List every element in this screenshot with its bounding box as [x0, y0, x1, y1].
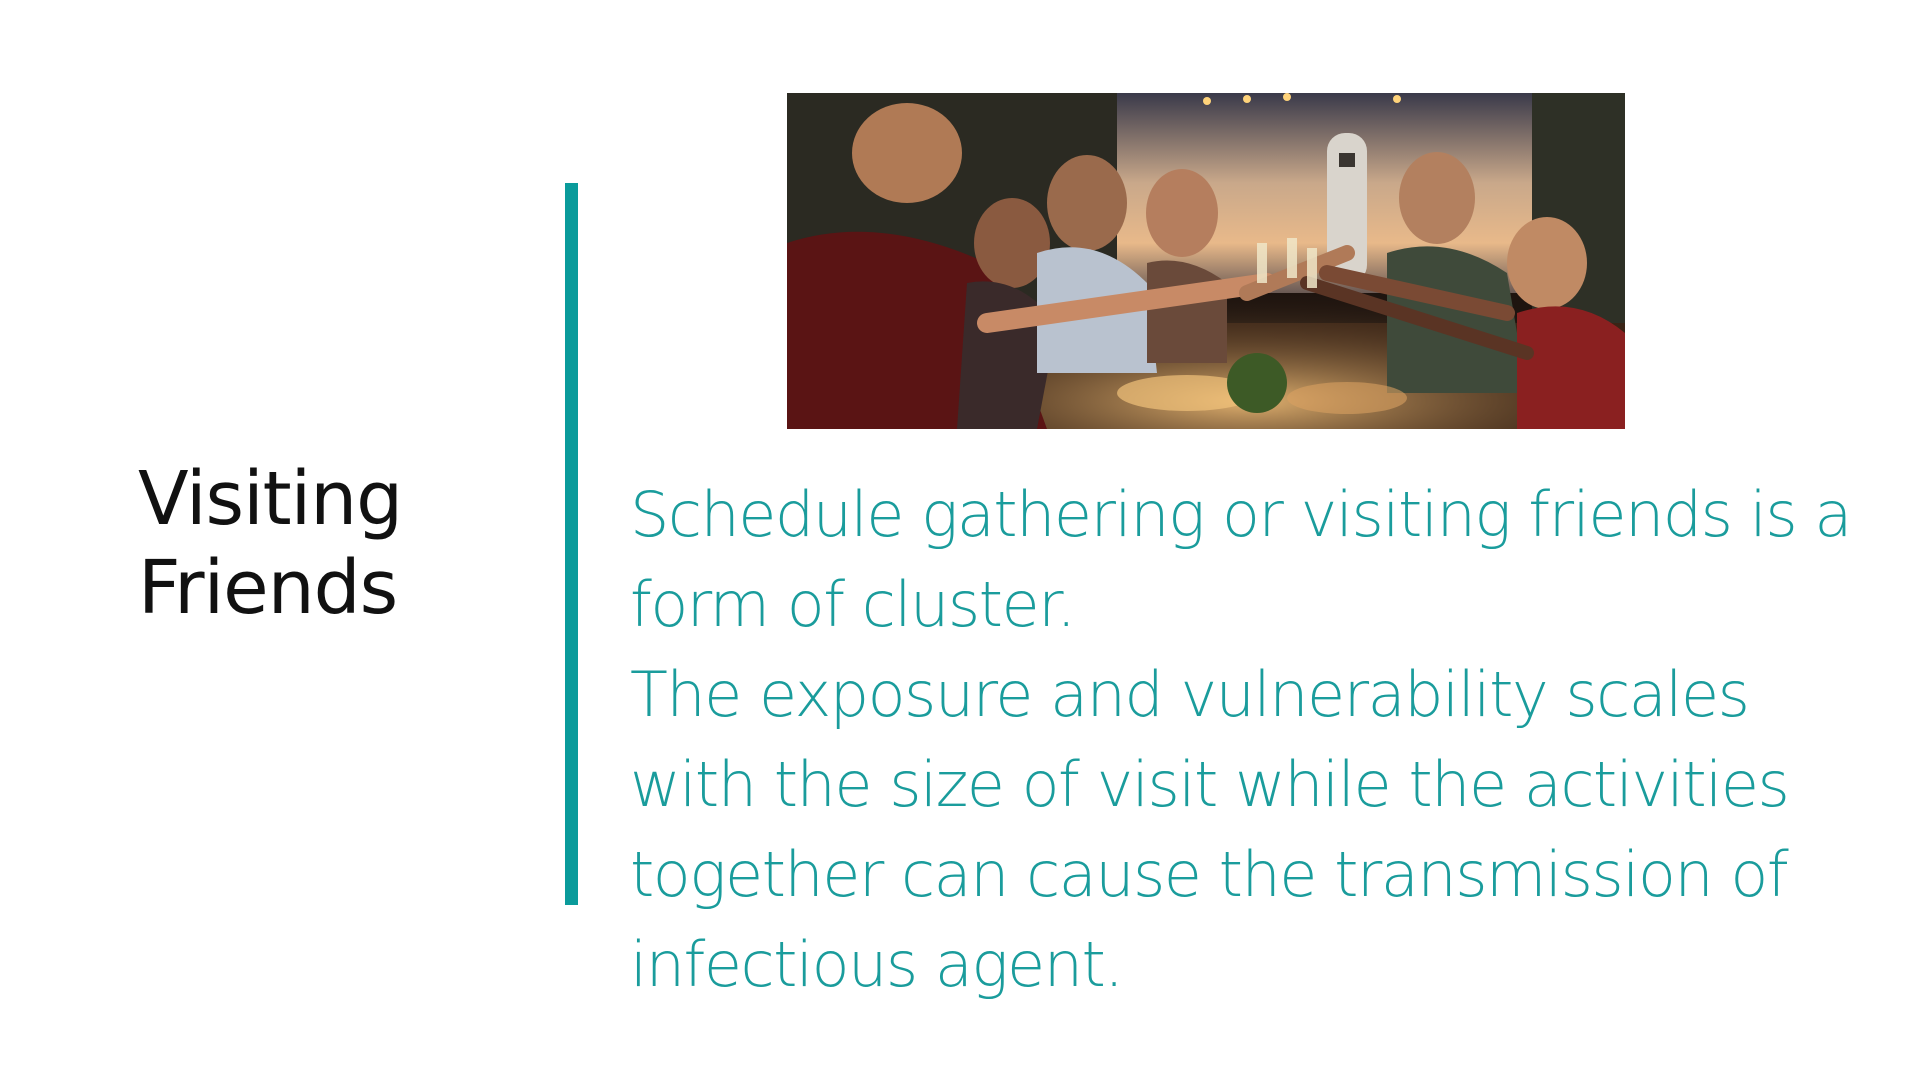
vertical-divider [565, 183, 578, 905]
slide-title-line-1: Visiting [138, 456, 403, 542]
photo-illustration [787, 93, 1625, 429]
slide-title: Visiting Friends [138, 455, 478, 633]
slide-title-line-2: Friends [138, 545, 398, 631]
friends-toasting-photo [787, 93, 1625, 429]
body-text: Schedule gathering or visiting friends i… [630, 470, 1880, 1010]
body-paragraph-2: The exposure and vulnerability scales wi… [630, 658, 1790, 1001]
body-paragraph-1: Schedule gathering or visiting friends i… [630, 478, 1852, 641]
